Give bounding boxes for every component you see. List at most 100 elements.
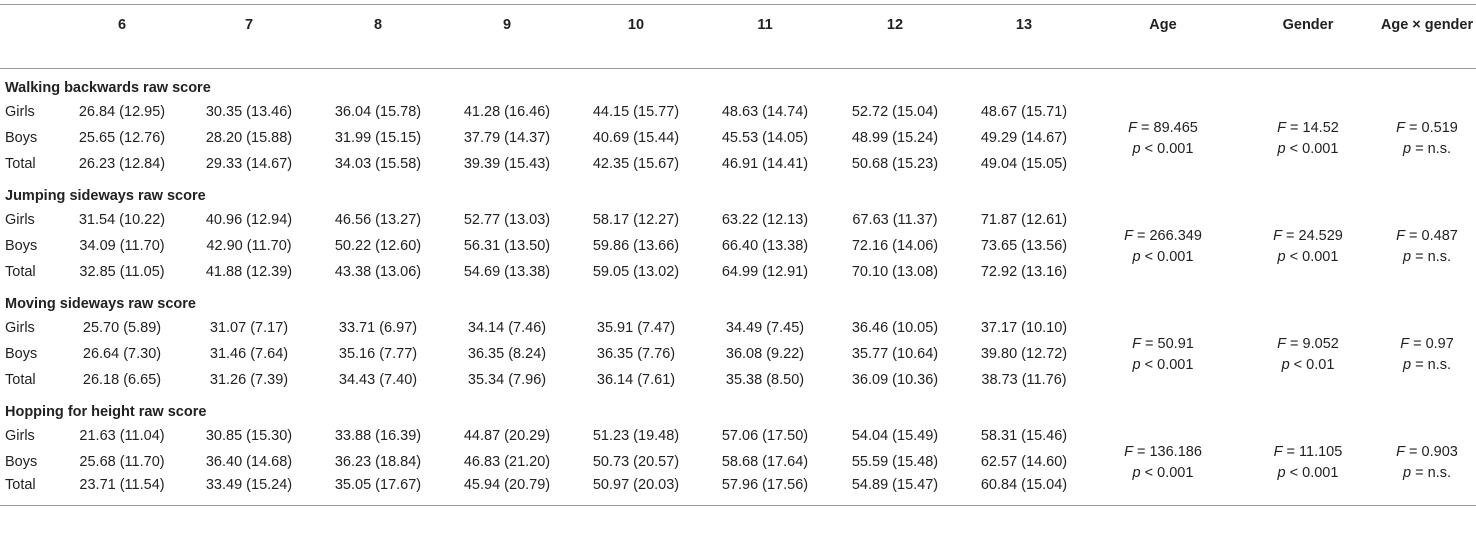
p-value-line: p < 0.01 [1238, 355, 1378, 376]
raw-score-table: 6 7 8 9 10 11 12 13 Age Gender Age × gen… [0, 4, 1476, 501]
value-cell: 59.86 (13.66) [592, 237, 680, 254]
value-cell: 34.49 (7.45) [725, 319, 805, 336]
value-cell: 48.99 (15.24) [851, 129, 939, 146]
p-value-line: p < 0.001 [1088, 355, 1238, 376]
value-cell: 63.22 (12.13) [721, 211, 809, 228]
value-cell: 31.46 (7.64) [209, 345, 289, 362]
table-row: Girls 21.63 (11.04) 30.85 (15.30) 33.88 (16… [0, 423, 1476, 482]
value-cell: 35.05 (17.67) [334, 476, 422, 493]
value-cell: 36.46 (10.05) [851, 319, 939, 336]
f-value: = 9.052 [1286, 336, 1339, 352]
f-statistic: F = 14.52 [1238, 118, 1378, 139]
row-label: Girls [5, 103, 35, 120]
p-value: = n.s. [1411, 465, 1451, 481]
value-cell: 32.85 (11.05) [79, 263, 165, 280]
f-statistic: F = 136.186 [1088, 442, 1238, 463]
p-symbol: p [1281, 357, 1290, 373]
row-label: Total [5, 263, 36, 280]
section-title: Hopping for height raw score [5, 403, 207, 420]
section-heading-row: Hopping for height raw score [0, 393, 1476, 423]
value-cell: 34.14 (7.46) [467, 319, 547, 336]
f-symbol: F [1124, 444, 1133, 460]
f-symbol: F [1396, 228, 1406, 244]
p-symbol: p [1403, 141, 1412, 157]
p-value-line: p < 0.001 [1088, 139, 1238, 160]
table-row: Girls 31.54 (10.22) 40.96 (12.94) 46.56 (13… [0, 207, 1476, 266]
f-symbol: F [1396, 120, 1406, 136]
value-cell: 36.35 (8.24) [467, 345, 547, 362]
f-symbol: F [1124, 228, 1133, 244]
row-label: Girls [5, 211, 35, 228]
f-statistic: F = 11.105 [1238, 442, 1378, 463]
value-cell: 39.80 (12.72) [980, 345, 1068, 362]
p-value: < 0.001 [1285, 141, 1339, 157]
table-body: Walking backwards raw score Girls 26.84 (1… [0, 69, 1476, 501]
value-cell: 33.49 (15.24) [205, 476, 293, 493]
value-cell: 48.63 (14.74) [721, 103, 809, 120]
f-statistic: F = 0.487 [1378, 226, 1476, 247]
value-cell: 33.71 (6.97) [338, 319, 418, 336]
table-row: Girls 26.84 (12.95) 30.35 (13.46) 36.04 (15… [0, 99, 1476, 158]
value-cell: 36.14 (7.61) [596, 371, 676, 388]
value-cell: 62.57 (14.60) [980, 453, 1068, 470]
f-statistic: F = 0.903 [1378, 442, 1476, 463]
value-cell: 28.20 (15.88) [205, 129, 293, 146]
value-cell: 58.68 (17.64) [721, 453, 809, 470]
f-symbol: F [1128, 120, 1137, 136]
header-cell-age-10: 10 [627, 17, 645, 33]
f-value: = 14.52 [1286, 120, 1339, 136]
stat-cell-age: F = 89.465 p < 0.001 [1088, 99, 1238, 177]
value-cell: 70.10 (13.08) [851, 263, 939, 280]
value-cell: 52.72 (15.04) [851, 103, 939, 120]
table-row: Total 26.18 (6.65) 31.26 (7.39) 34.43 (7.40… [0, 367, 1476, 393]
f-symbol: F [1396, 444, 1406, 460]
f-symbol: F [1132, 336, 1142, 352]
value-cell: 34.09 (11.70) [79, 237, 165, 254]
stat-cell-gender: F = 14.52 p < 0.001 [1238, 99, 1378, 177]
header-cell-label [0, 5, 60, 69]
value-cell: 58.17 (12.27) [592, 211, 680, 228]
f-statistic: F = 24.529 [1238, 226, 1378, 247]
table-header: 6 7 8 9 10 11 12 13 Age Gender Age × gen… [0, 4, 1476, 69]
value-cell: 52.77 (13.03) [463, 211, 551, 228]
f-value: = 0.97 [1409, 336, 1454, 352]
value-cell: 36.08 (9.22) [725, 345, 805, 362]
row-label: Boys [5, 345, 38, 362]
value-cell: 35.91 (7.47) [596, 319, 676, 336]
value-cell: 57.96 (17.56) [721, 476, 809, 493]
p-symbol: p [1132, 465, 1141, 481]
value-cell: 35.38 (8.50) [725, 371, 805, 388]
value-cell: 50.22 (12.60) [334, 237, 422, 254]
value-cell: 56.31 (13.50) [463, 237, 551, 254]
p-value: < 0.001 [1285, 465, 1339, 481]
row-label: Boys [5, 453, 38, 470]
value-cell: 26.23 (12.84) [78, 155, 166, 172]
value-cell: 31.99 (15.15) [334, 129, 422, 146]
p-value-line: p < 0.001 [1238, 139, 1378, 160]
value-cell: 31.54 (10.22) [78, 211, 166, 228]
value-cell: 41.88 (12.39) [205, 263, 293, 280]
value-cell: 46.83 (21.20) [463, 453, 551, 470]
value-cell: 54.04 (15.49) [851, 427, 939, 444]
value-cell: 72.92 (13.16) [980, 263, 1068, 280]
p-symbol: p [1277, 465, 1286, 481]
value-cell: 59.05 (13.02) [592, 263, 680, 280]
value-cell: 58.31 (15.46) [980, 427, 1068, 444]
value-cell: 35.16 (7.77) [338, 345, 418, 362]
row-label: Boys [5, 129, 38, 146]
value-cell: 37.17 (10.10) [980, 319, 1068, 336]
table-row: Boys 25.68 (11.70) 36.40 (14.68) 36.23 (18.… [0, 449, 1476, 475]
value-cell: 49.29 (14.67) [980, 129, 1068, 146]
p-symbol: p [1403, 465, 1412, 481]
f-value: = 266.349 [1132, 228, 1202, 244]
p-value-line: p < 0.001 [1238, 247, 1378, 268]
p-value: < 0.01 [1289, 357, 1335, 373]
f-statistic: F = 50.91 [1088, 334, 1238, 355]
header-cell-age-11: 11 [757, 17, 773, 33]
row-label: Total [5, 476, 36, 493]
f-statistic: F = 0.97 [1378, 334, 1476, 355]
value-cell: 43.38 (13.06) [334, 263, 422, 280]
value-cell: 42.90 (11.70) [206, 237, 292, 254]
value-cell: 36.35 (7.76) [596, 345, 676, 362]
value-cell: 71.87 (12.61) [980, 211, 1068, 228]
